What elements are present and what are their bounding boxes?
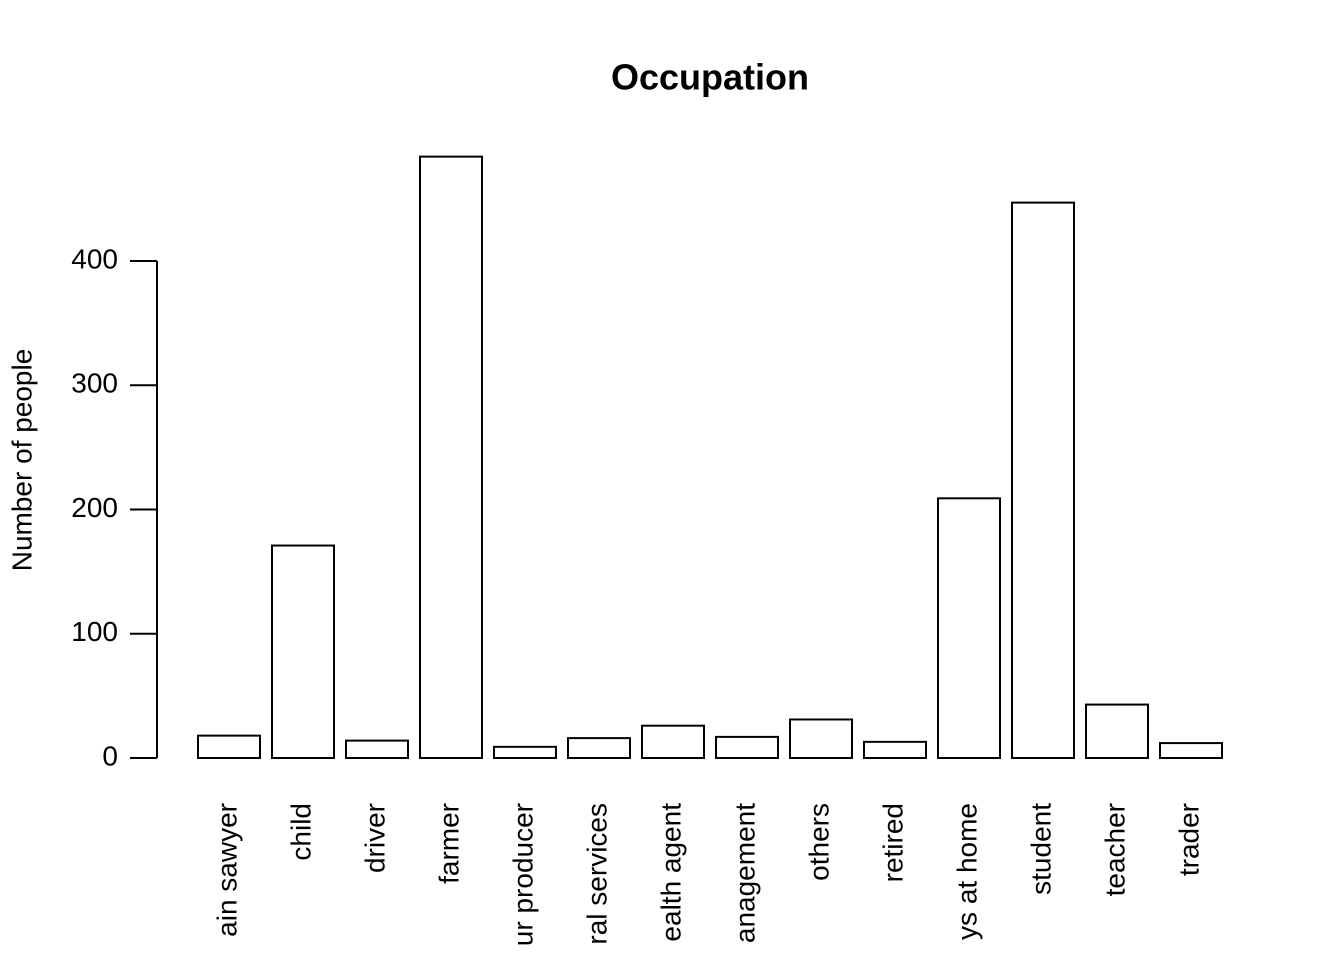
x-tick-label: anagement	[729, 803, 760, 943]
x-tick-label: others	[803, 803, 834, 881]
bar	[641, 724, 705, 760]
bar	[345, 739, 409, 759]
y-tick-label: 0	[102, 740, 118, 771]
bar	[271, 544, 335, 759]
bar	[419, 155, 483, 759]
bar	[1011, 201, 1075, 760]
x-tick-label: driver	[359, 803, 390, 873]
x-tick-label: farmer	[433, 803, 464, 884]
x-tick-label: trader	[1173, 803, 1204, 876]
x-tick-label: retired	[877, 803, 908, 882]
bar	[197, 734, 261, 760]
x-tick-label: ain sawyer	[211, 803, 242, 937]
y-tick-label: 300	[71, 368, 118, 399]
bar	[715, 735, 779, 760]
y-tick-label: 100	[71, 616, 118, 647]
x-tick-label: ys at home	[951, 803, 982, 940]
bar	[1159, 742, 1223, 760]
x-tick-label: ur producer	[507, 803, 538, 946]
y-tick-label: 400	[71, 243, 118, 274]
y-axis-label: Number of people	[6, 349, 37, 572]
bar	[863, 740, 927, 759]
bar	[493, 745, 557, 760]
x-tick-label: ealth agent	[655, 803, 686, 942]
x-tick-label: child	[285, 803, 316, 861]
x-tick-label: teacher	[1099, 803, 1130, 896]
chart-title: Occupation	[611, 57, 809, 98]
x-tick-label: ral services	[581, 803, 612, 945]
bar	[1085, 703, 1149, 760]
bar	[789, 718, 853, 759]
x-tick-label: student	[1025, 803, 1056, 895]
bar	[937, 497, 1001, 759]
bar	[567, 737, 631, 759]
y-tick-label: 200	[71, 492, 118, 523]
